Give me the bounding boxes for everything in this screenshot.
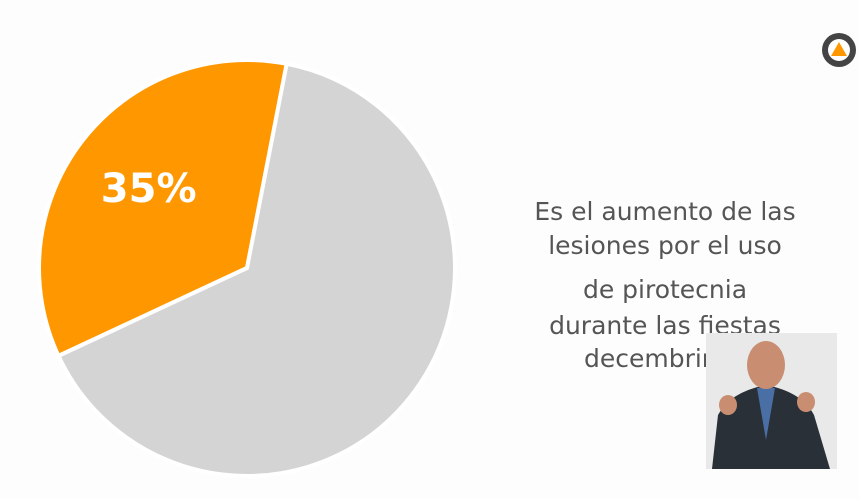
interpreter-shirt — [757, 388, 775, 440]
annotation-line: de pirotecnia — [583, 275, 747, 304]
interpreter-hand — [797, 392, 815, 412]
logo-triangle — [831, 42, 847, 56]
interpreter-head — [747, 341, 785, 389]
value-label: 35% — [101, 166, 197, 212]
pie-slice — [37, 58, 290, 359]
logo — [822, 33, 856, 67]
annotation-line: lesiones por el uso — [548, 231, 782, 260]
interpreter-video — [706, 333, 837, 469]
interpreter-hand — [719, 395, 737, 415]
pie-slice — [55, 61, 457, 478]
annotation-line: Es el aumento de las — [534, 197, 795, 226]
pie: 35% — [37, 58, 457, 478]
